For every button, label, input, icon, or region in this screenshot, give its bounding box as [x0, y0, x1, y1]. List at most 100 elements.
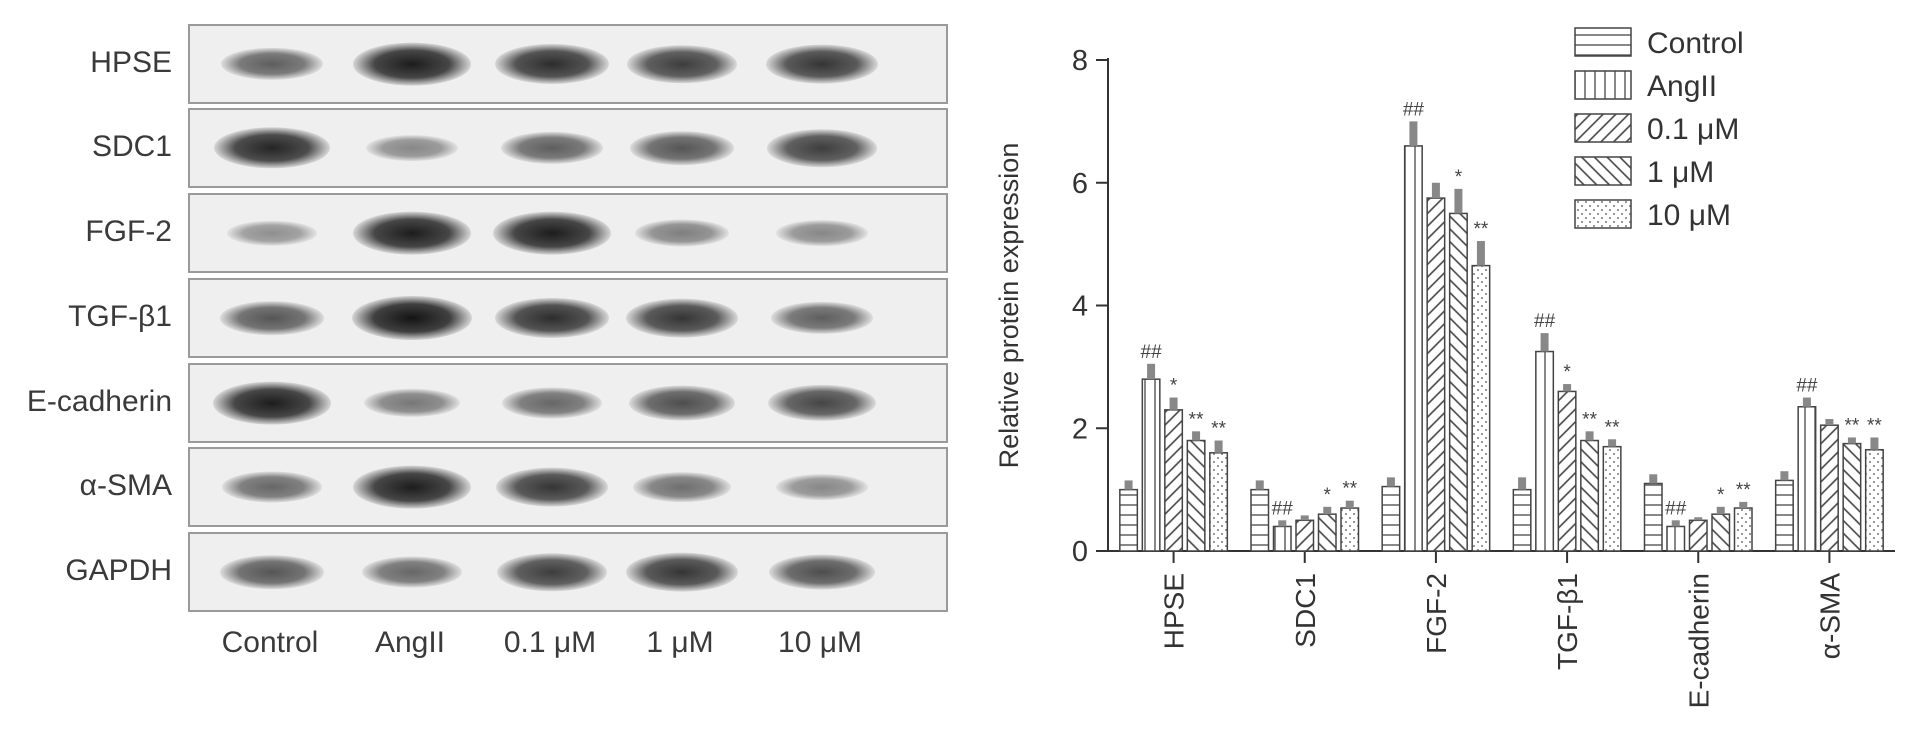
bar — [1403, 145, 1423, 552]
blot-band — [776, 474, 868, 500]
bar — [1797, 406, 1817, 552]
error-bar — [1214, 440, 1223, 453]
bar — [1711, 513, 1731, 552]
blot-band — [353, 211, 471, 255]
blot-band — [776, 220, 868, 246]
bar — [1272, 525, 1292, 552]
error-bar — [1454, 188, 1463, 214]
bar — [1602, 445, 1622, 552]
bar — [1426, 197, 1446, 552]
blot-band — [768, 384, 876, 422]
error-bar — [1716, 506, 1725, 515]
blot-lane-label: 0.1 μM — [503, 626, 597, 659]
error-bar — [1540, 333, 1549, 352]
blot-row-label: E-cadherin — [26, 385, 172, 418]
blot-strip — [188, 24, 948, 104]
blot-strip — [188, 532, 948, 612]
error-bar — [1124, 480, 1133, 490]
bar — [1688, 519, 1708, 552]
blot-lane-label: 10 μM — [778, 626, 862, 659]
blot-band — [629, 385, 735, 421]
blot-band — [364, 388, 460, 418]
western-blot-panel: HPSE SDC1 FGF-2 TGF-β1 E-cadherin α-SMA GAPDH C… — [0, 0, 960, 749]
error-bar — [1671, 520, 1680, 527]
bar — [1535, 350, 1555, 552]
significance-mark: ## — [1665, 498, 1687, 519]
legend-label: 1 μM — [1647, 156, 1714, 189]
bar — [1164, 409, 1184, 552]
bar — [1448, 212, 1468, 552]
bar — [1295, 519, 1315, 552]
error-bar — [1780, 471, 1789, 481]
bar — [1317, 513, 1337, 552]
legend-label: 10 μM — [1647, 199, 1731, 232]
blot-band — [626, 298, 738, 338]
error-bar — [1192, 431, 1201, 441]
bar — [1864, 448, 1884, 552]
x-tick-label: SDC1 — [1290, 573, 1321, 648]
blot-band — [635, 219, 729, 247]
blot-band — [220, 555, 324, 589]
bar — [1774, 479, 1794, 552]
blot-strip — [188, 193, 948, 273]
blot-band — [222, 471, 322, 503]
significance-mark: ** — [1342, 479, 1357, 500]
blot-band — [766, 44, 878, 84]
blot-row-label: GAPDH — [65, 554, 172, 587]
blot-row-label: HPSE — [90, 46, 172, 79]
legend-swatch — [1574, 27, 1632, 57]
significance-mark: ** — [1211, 419, 1226, 440]
blot-band — [495, 43, 609, 85]
error-bar — [1694, 517, 1703, 521]
bar — [1666, 525, 1686, 552]
blot-band — [353, 42, 471, 86]
bar — [1186, 439, 1206, 552]
significance-mark: ## — [1796, 376, 1818, 397]
blot-band — [626, 552, 738, 592]
error-bar — [1476, 241, 1485, 266]
bar — [1643, 482, 1663, 552]
error-bar — [1870, 437, 1879, 450]
blot-band — [214, 127, 330, 169]
bar — [1580, 439, 1600, 552]
bar — [1209, 452, 1229, 552]
blot-band — [495, 297, 609, 339]
y-tick-label: 2 — [1072, 413, 1088, 445]
blot-band — [767, 129, 877, 167]
blot-band — [213, 381, 331, 425]
error-bar — [1518, 477, 1527, 490]
error-bar — [1739, 501, 1748, 509]
error-bar — [1323, 506, 1332, 515]
blot-band — [362, 556, 462, 588]
error-bar — [1300, 515, 1309, 521]
error-bar — [1585, 431, 1594, 441]
significance-mark: * — [1563, 362, 1571, 383]
significance-mark: ** — [1605, 417, 1620, 438]
x-tick-label: α-SMA — [1814, 573, 1845, 660]
error-bar — [1649, 474, 1658, 484]
blot-row-label: α-SMA — [79, 469, 172, 502]
blot-band — [227, 220, 317, 246]
legend-swatch — [1574, 156, 1632, 186]
legend-swatch — [1574, 70, 1632, 100]
blot-lane-label: AngII — [374, 626, 446, 659]
blot-lane-label: 1 μM — [646, 626, 714, 659]
significance-mark: ** — [1582, 409, 1597, 430]
error-bar — [1825, 419, 1834, 426]
error-bar — [1563, 384, 1572, 392]
blot-band — [352, 296, 472, 340]
blot-strip — [188, 108, 948, 188]
bar — [1733, 507, 1753, 552]
significance-mark: ## — [1534, 311, 1556, 332]
legend-label: AngII — [1647, 70, 1717, 103]
significance-mark: * — [1170, 376, 1178, 397]
bar — [1141, 378, 1161, 552]
significance-mark: ## — [1272, 498, 1294, 519]
significance-mark: ** — [1189, 409, 1204, 430]
blot-row-label: FGF-2 — [85, 215, 172, 248]
blot-band — [633, 472, 731, 502]
bar — [1512, 488, 1532, 552]
blot-row-label: TGF-β1 — [68, 300, 172, 333]
bar — [1842, 442, 1862, 552]
